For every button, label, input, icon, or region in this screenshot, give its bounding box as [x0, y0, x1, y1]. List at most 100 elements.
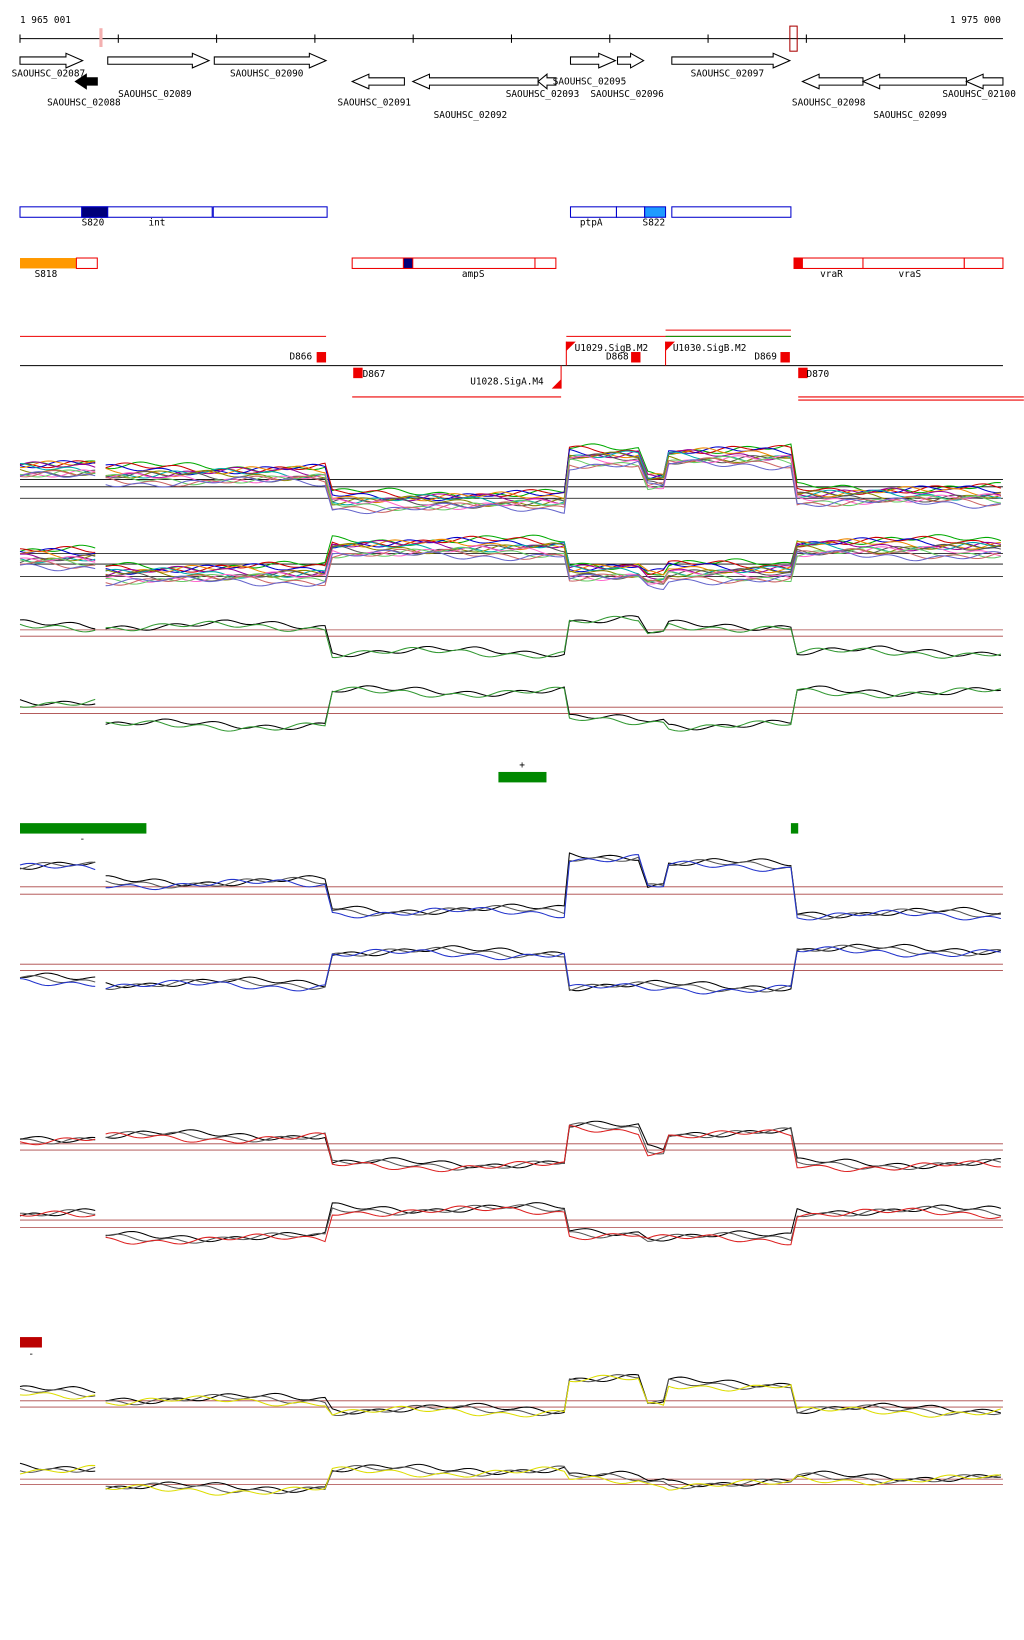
gene-label: SAOUHSC_02087: [12, 68, 86, 79]
expression-trace: [105, 686, 1001, 732]
ruler-end: 1 975 000: [950, 15, 1001, 26]
expression-trace: [19, 975, 96, 984]
gene-arrow: [213, 52, 328, 69]
site-marker: [798, 367, 808, 379]
feature-label: int: [148, 218, 165, 229]
feature-box: [569, 206, 617, 218]
expression-trace: [105, 549, 1001, 591]
expression-trace: [105, 615, 1001, 658]
gene-label: SAOUHSC_02090: [230, 68, 304, 79]
expression-trace: [105, 1373, 1002, 1415]
ruler-start: 1 965 001: [20, 15, 71, 26]
expression-trace: [105, 1124, 1001, 1173]
site-label: D867: [363, 369, 386, 380]
feature-box: [20, 258, 77, 269]
site-label: D866: [290, 351, 313, 362]
expression-trace: [19, 1392, 96, 1400]
expression-trace: [19, 1208, 96, 1217]
expression-trace: [19, 861, 96, 870]
gene-arrow: [616, 52, 645, 69]
strand-bar: [498, 771, 547, 783]
expression-trace: [105, 538, 1001, 577]
expression-trace: [105, 1205, 1002, 1246]
gene-label: SAOUHSC_02093: [506, 89, 580, 100]
strand-bar: [20, 1337, 42, 1348]
feature-label: vraS: [898, 269, 921, 280]
expression-trace: [105, 856, 1001, 920]
feature-box: [75, 257, 98, 269]
expression-trace: [105, 854, 1002, 921]
expression-trace: [105, 946, 1001, 995]
expression-trace: [19, 698, 96, 708]
strand-mark: -: [80, 834, 86, 845]
site-label: D868: [606, 351, 629, 362]
site-marker: [316, 352, 327, 363]
site-label: U1028.SigA.M4: [470, 376, 544, 387]
gene-arrow: [569, 52, 617, 69]
expression-trace: [19, 1464, 96, 1475]
expression-trace: [105, 449, 1001, 505]
expression-trace: [105, 1120, 1001, 1170]
strand-mark: +: [519, 760, 525, 771]
expression-trace: [105, 685, 1001, 731]
expression-trace: [19, 1135, 96, 1143]
expression-trace: [105, 1204, 1001, 1244]
expression-trace: [105, 453, 1001, 509]
expression-trace: [105, 539, 1001, 580]
gene-label: SAOUHSC_02089: [118, 89, 192, 100]
gene-arrow: [671, 52, 792, 69]
expression-trace: [105, 1466, 1001, 1496]
site-label: U1030.SigB.M2: [673, 343, 746, 354]
feature-box: [615, 206, 646, 218]
gene-arrow: [350, 73, 405, 90]
expression-trace: [19, 1466, 96, 1473]
gene-label: SAOUHSC_02092: [434, 110, 508, 121]
feature-box: [402, 257, 414, 269]
site-label: D870: [807, 369, 830, 380]
expression-trace: [19, 623, 96, 633]
expression-trace: [105, 457, 1001, 513]
expression-trace: [19, 563, 96, 572]
gene-arrow: [74, 73, 98, 90]
expression-trace: [105, 455, 1001, 512]
feature-label: vraR: [820, 269, 843, 280]
expression-trace: [19, 699, 96, 706]
gene-arrow: [965, 73, 1004, 90]
expression-trace: [19, 1387, 96, 1398]
expression-trace: [105, 1202, 1002, 1243]
strand-bar: [790, 823, 799, 834]
gene-label: SAOUHSC_02099: [873, 110, 947, 121]
expression-trace: [105, 543, 1002, 585]
site-marker: [631, 352, 641, 363]
expression-trace: [19, 1137, 96, 1145]
feature-box: [793, 257, 864, 269]
gene-arrow: [537, 73, 557, 90]
expression-trace: [105, 1122, 1002, 1171]
expression-trace: [19, 972, 96, 981]
feature-label: ptpA: [580, 218, 603, 229]
strand-bar: [20, 823, 147, 834]
feature-box: [671, 206, 792, 218]
gene-label: SAOUHSC_02088: [47, 98, 121, 109]
expression-trace: [105, 455, 1002, 510]
expression-trace: [105, 615, 1002, 659]
expression-trace: [105, 943, 1002, 992]
feature-box: [212, 206, 328, 218]
feature-box: [81, 206, 109, 218]
expression-trace: [105, 459, 1001, 515]
gene-label: SAOUHSC_02091: [338, 98, 412, 109]
feature-box: [534, 257, 557, 269]
expression-trace: [105, 450, 1001, 506]
expression-trace: [19, 544, 96, 552]
feature-box: [793, 257, 803, 269]
feature-label: S820: [82, 218, 105, 229]
feature-box: [351, 257, 536, 269]
feature-label: S818: [35, 269, 58, 280]
gene-label: SAOUHSC_02095: [553, 77, 627, 88]
expression-trace: [105, 451, 1002, 507]
gene-label: SAOUHSC_02097: [691, 68, 765, 79]
expression-trace: [105, 852, 1001, 919]
gene-label: SAOUHSC_02098: [792, 98, 866, 109]
site-marker: [551, 379, 562, 389]
